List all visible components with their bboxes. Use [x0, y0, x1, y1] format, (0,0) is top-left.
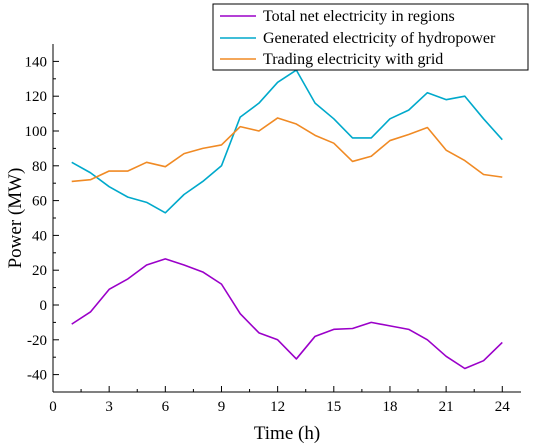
x-tick-label: 21 [439, 399, 454, 415]
plot-frame [52, 44, 521, 393]
x-axis-title: Time (h) [254, 423, 320, 444]
x-tick-label: 24 [495, 399, 511, 415]
x-tick-label: 0 [49, 399, 57, 415]
y-tick-label: -40 [27, 368, 47, 384]
y-tick-label: 40 [32, 228, 47, 244]
x-axis-ticks: 0 3 6 9 12 15 18 21 24 [49, 386, 510, 415]
legend: Total net electricity in regions Generat… [212, 3, 529, 71]
y-tick-label: 80 [32, 159, 47, 175]
y-tick-label: 140 [25, 54, 48, 70]
x-tick-label: 18 [382, 399, 397, 415]
legend-box [212, 3, 529, 71]
x-tick-label: 9 [218, 399, 226, 415]
legend-label-grid: Trading electricity with grid [263, 51, 443, 68]
y-tick-label: 120 [25, 89, 48, 105]
x-tick-label: 15 [326, 399, 341, 415]
y-tick-label: 0 [40, 298, 48, 314]
hydropower-line [71, 69, 503, 214]
y-axis-title: Power (MW) [5, 168, 26, 269]
y-tick-label: -20 [27, 333, 47, 349]
x-tick-label: 3 [105, 399, 113, 415]
legend-label-net: Total net electricity in regions [263, 8, 455, 25]
y-tick-label: 20 [32, 263, 47, 279]
grid-trading-line [71, 117, 503, 183]
y-axis-ticks: -40 -20 0 20 40 60 80 100 120 140 [25, 54, 59, 384]
y-tick-label: 60 [32, 194, 47, 210]
x-tick-label: 6 [162, 399, 170, 415]
net-electricity-line [71, 258, 503, 370]
legend-label-hydro: Generated electricity of hydropower [263, 30, 496, 47]
y-tick-label: 100 [25, 124, 48, 140]
x-tick-label: 12 [270, 399, 285, 415]
series-lines [71, 69, 503, 370]
